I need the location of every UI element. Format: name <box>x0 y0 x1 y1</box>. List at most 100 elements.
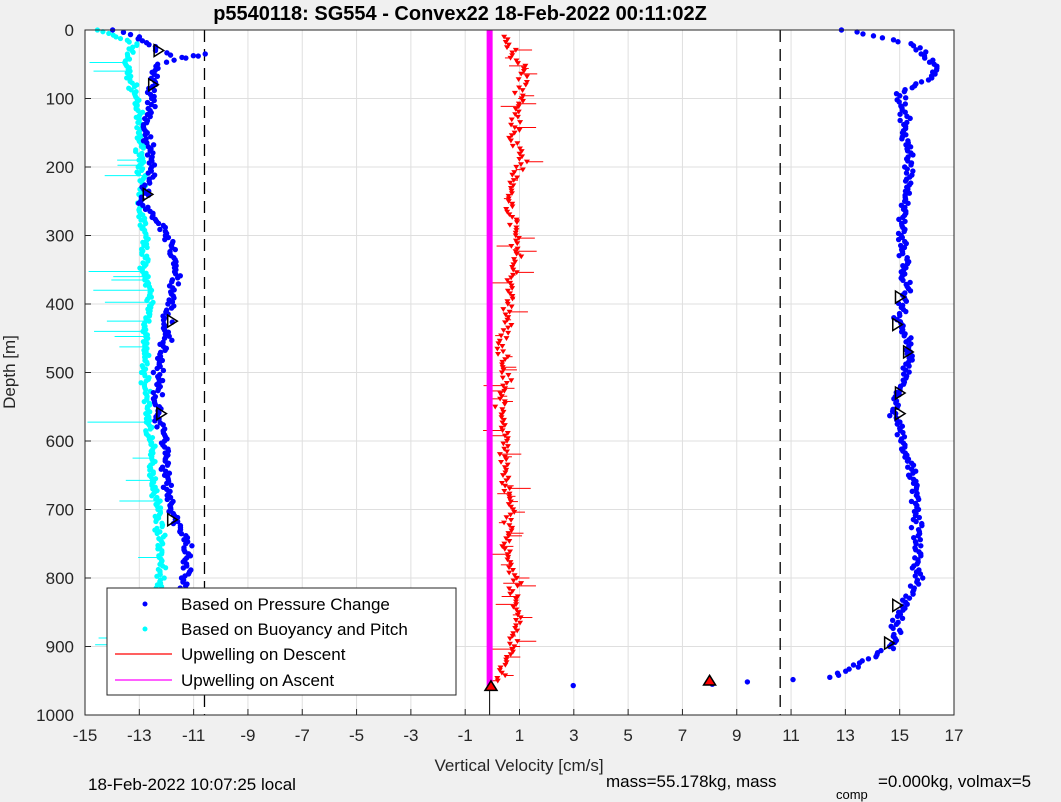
upwelling-descent-marker <box>507 138 514 144</box>
pressure-ascent-point <box>910 43 917 49</box>
buoyancy-point <box>135 164 141 170</box>
upwelling-descent-marker <box>503 515 510 521</box>
pressure-descent-point <box>135 36 141 42</box>
pressure-ascent-point <box>900 429 906 436</box>
upwelling-descent-marker <box>502 662 509 668</box>
pressure-descent-point <box>167 52 174 58</box>
upwelling-descent-marker <box>504 278 511 283</box>
upwelling-descent-marker <box>505 199 512 204</box>
pressure-ascent-point <box>842 668 849 674</box>
pressure-ascent-point <box>910 591 916 597</box>
upwelling-descent-marker <box>504 436 511 442</box>
upwelling-descent-marker <box>506 222 513 228</box>
upwelling-descent-marker <box>504 430 511 436</box>
upwelling-descent-marker <box>511 510 518 515</box>
upwelling-descent-marker <box>509 143 516 149</box>
upwelling-descent-marker <box>522 82 529 88</box>
upwelling-descent-marker <box>514 241 521 247</box>
upwelling-descent-marker <box>503 207 510 212</box>
upwelling-descent-marker <box>513 217 520 223</box>
upwelling-descent-marker <box>504 301 511 307</box>
upwelling-descent-marker <box>501 423 508 428</box>
pressure-ascent-point <box>906 363 912 369</box>
upwelling-descent-marker <box>517 162 524 168</box>
upwelling-descent-marker <box>523 159 530 165</box>
upwelling-descent-marker <box>516 146 523 152</box>
buoyancy-point <box>155 546 161 552</box>
pressure-ascent-point <box>893 621 900 628</box>
buoyancy-point <box>149 493 155 499</box>
pressure-ascent-point <box>923 49 929 55</box>
upwelling-descent-marker <box>509 293 516 299</box>
pressure-descent-point <box>142 132 148 138</box>
pressure-ascent-point <box>895 236 902 243</box>
upwelling-descent-marker <box>515 109 522 115</box>
upwelling-descent-marker <box>496 668 503 673</box>
upwelling-descent-marker <box>511 573 518 579</box>
pressure-descent-point <box>164 462 171 468</box>
upwelling-descent-marker <box>509 647 516 652</box>
pressure-descent-point <box>174 275 181 281</box>
pressure-ascent-point <box>890 645 897 652</box>
x-tick-label: 11 <box>782 726 800 745</box>
x-tick-label: -11 <box>182 726 205 745</box>
upwelling-descent-marker <box>502 483 509 489</box>
pressure-ascent-point <box>850 662 857 668</box>
pressure-ascent-point <box>913 518 919 525</box>
upwelling-descent-marker <box>513 251 520 257</box>
pressure-ascent-point <box>896 252 902 259</box>
upwelling-descent-marker <box>513 58 520 64</box>
upwelling-descent-marker <box>510 272 517 278</box>
upwelling-descent-marker <box>505 533 512 539</box>
upwelling-descent-marker <box>519 88 526 93</box>
upwelling-descent-marker <box>519 167 526 173</box>
upwelling-descent-marker <box>495 351 502 357</box>
upwelling-descent-marker <box>508 243 515 249</box>
pressure-ascent-point <box>894 613 901 619</box>
upwelling-descent-marker <box>513 599 520 605</box>
upwelling-descent-marker <box>507 180 514 186</box>
pressure-ascent-point <box>919 522 925 529</box>
upwelling-descent-marker <box>509 204 516 210</box>
buoyancy-point <box>130 49 136 55</box>
upwelling-descent-marker <box>509 172 516 178</box>
upwelling-descent-marker <box>511 130 518 136</box>
upwelling-descent-marker <box>503 457 510 463</box>
pressure-ascent-point <box>895 39 901 45</box>
buoyancy-point <box>160 541 166 547</box>
upwelling-descent-marker <box>494 678 501 684</box>
upwelling-descent-marker <box>508 528 515 534</box>
upwelling-descent-marker <box>510 267 517 273</box>
upwelling-descent-marker <box>501 399 508 405</box>
pressure-ascent-point <box>901 333 907 339</box>
upwelling-descent-marker <box>509 567 516 573</box>
pressure-ascent-point <box>873 654 879 660</box>
pressure-descent-point <box>190 52 197 59</box>
upwelling-descent-marker <box>501 465 508 471</box>
upwelling-descent-marker <box>507 652 514 658</box>
upwelling-descent-marker <box>505 475 512 481</box>
pressure-ascent-point <box>918 79 925 85</box>
pressure-ascent-point <box>910 152 916 158</box>
upwelling-descent-marker <box>513 596 520 602</box>
x-tick-label: -9 <box>240 726 255 745</box>
upwelling-descent-marker <box>514 628 521 634</box>
upwelling-descent-marker <box>499 362 506 368</box>
buoyancy-point <box>159 524 165 530</box>
upwelling-descent-marker <box>514 612 521 618</box>
upwelling-descent-marker <box>502 40 509 45</box>
pressure-ascent-point <box>854 29 860 35</box>
upwelling-descent-marker <box>509 589 516 594</box>
pressure-descent-point <box>127 31 134 38</box>
upwelling-descent-marker <box>516 156 523 162</box>
comp-text: =0.000kg, volmax=5 <box>878 772 1032 791</box>
pressure-ascent-point <box>911 535 917 541</box>
upwelling-descent-marker <box>495 341 502 347</box>
upwelling-descent-marker <box>500 307 507 312</box>
pressure-ascent-point <box>890 37 897 43</box>
pressure-descent-point <box>154 73 161 80</box>
upwelling-descent-marker <box>501 454 508 460</box>
upwelling-descent-marker <box>514 583 521 589</box>
upwelling-descent-marker <box>517 120 524 125</box>
